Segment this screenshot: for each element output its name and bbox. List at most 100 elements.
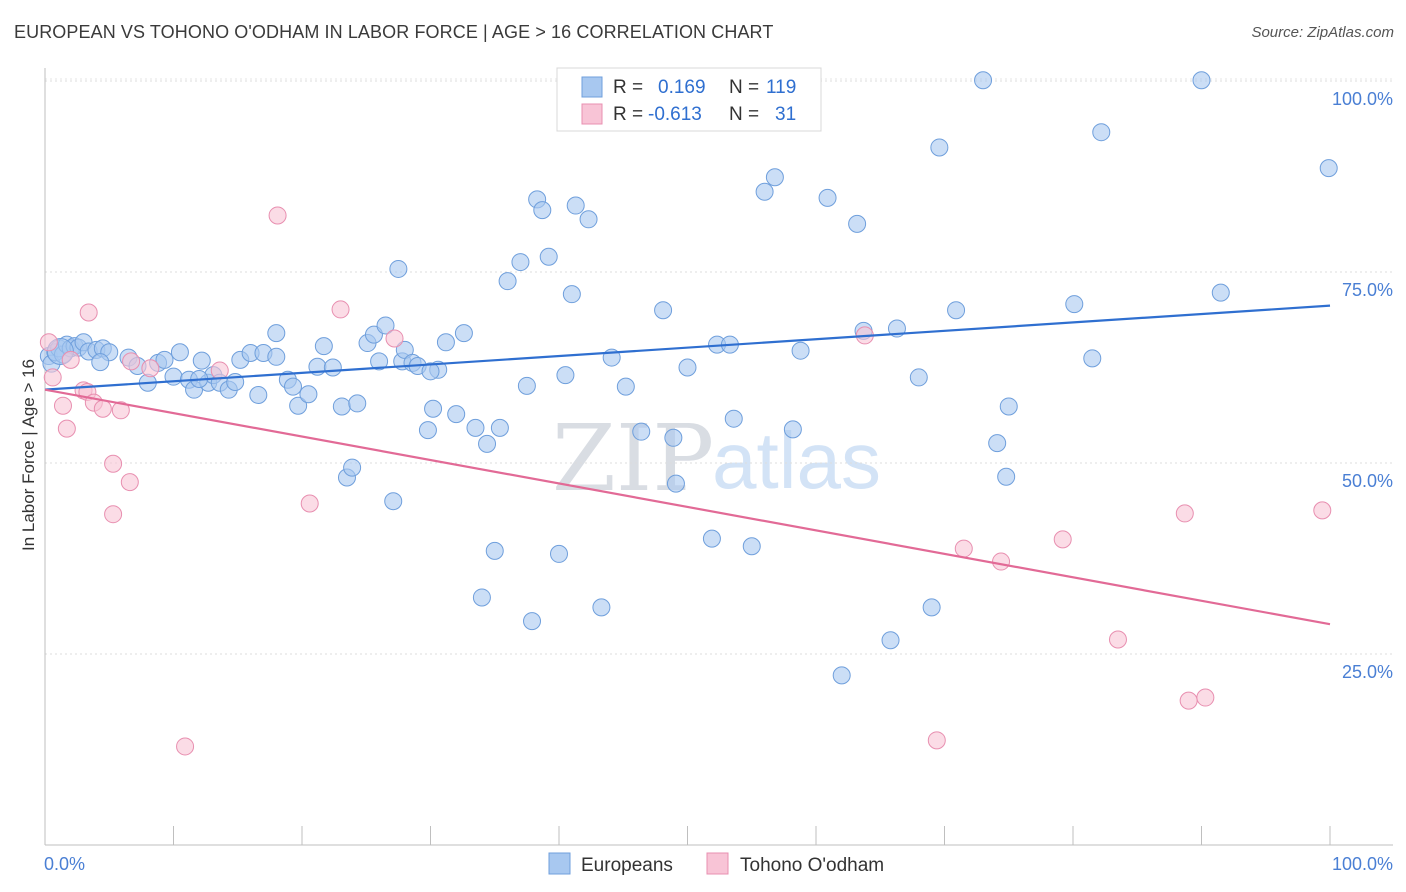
europeans-point-18 — [155, 350, 174, 369]
tohono-point-19 — [300, 494, 319, 513]
tohono-point-17 — [210, 361, 229, 380]
tohono-point-7 — [79, 303, 98, 322]
legend-swatch-europeans — [581, 76, 603, 98]
europeans-point-38 — [299, 385, 318, 404]
legend-n-label-1: N = — [729, 104, 759, 125]
europeans-point-48 — [370, 352, 389, 371]
chart-title: EUROPEAN VS TOHONO O'ODHAM IN LABOR FORC… — [14, 22, 774, 42]
europeans-point-102 — [930, 138, 949, 157]
europeans-point-76 — [566, 196, 585, 215]
europeans-point-85 — [678, 358, 697, 377]
tohono-point-10 — [104, 505, 123, 524]
bottom-legend-swatch-tohono — [706, 852, 729, 875]
watermark-zip: ZIP — [552, 405, 714, 512]
x-tick-label-max: 100.0% — [1332, 854, 1393, 874]
legend-n-value-0: 119 — [766, 77, 796, 98]
legend-r-label-1: R = — [613, 104, 643, 125]
stats-legend: R = 0.169 N = 119 R = -0.613 N = 31 — [556, 67, 822, 132]
legend-r-label-0: R = — [613, 77, 643, 98]
europeans-point-62 — [466, 418, 485, 437]
europeans-point-103 — [947, 301, 966, 320]
europeans-point-72 — [533, 201, 552, 220]
europeans-point-74 — [550, 544, 568, 563]
y-tick-label-3: 100.0% — [1332, 89, 1393, 109]
trend-line-1 — [44, 388, 1331, 626]
europeans-point-83 — [664, 428, 683, 447]
europeans-point-107 — [999, 397, 1018, 416]
y-axis-label: In Labor Force | Age > 16 — [19, 359, 38, 551]
europeans-point-75 — [562, 285, 581, 304]
bottom-legend-tohono: Tohono O'odham — [740, 855, 884, 876]
y-tick-label-0: 25.0% — [1342, 662, 1393, 682]
europeans-point-60 — [447, 405, 466, 424]
tohono-point-23 — [954, 539, 973, 558]
europeans-point-50 — [384, 492, 403, 511]
europeans-point-45 — [348, 394, 367, 413]
europeans-point-99 — [881, 631, 900, 650]
europeans-point-104 — [974, 71, 993, 90]
bottom-legend-europeans: Europeans — [581, 855, 673, 876]
europeans-point-90 — [742, 537, 761, 556]
tohono-point-3 — [57, 419, 76, 438]
legend-n-label-0: N = — [729, 77, 759, 98]
europeans-point-106 — [997, 467, 1016, 486]
europeans-point-93 — [783, 420, 802, 439]
europeans-point-114 — [421, 362, 440, 381]
bottom-legend-swatch-europeans — [548, 852, 571, 875]
legend-swatch-tohono — [581, 103, 603, 125]
europeans-point-101 — [922, 598, 941, 617]
tohono-point-25 — [992, 552, 1011, 571]
tohono-point-0 — [39, 333, 58, 352]
europeans-point-91 — [755, 182, 774, 201]
grid-lines — [45, 78, 1393, 655]
x-tick-label-min: 0.0% — [44, 854, 85, 874]
europeans-point-96 — [832, 666, 851, 685]
europeans-point-23 — [192, 351, 211, 370]
europeans-point-66 — [490, 418, 509, 437]
legend-n-value-1: 31 — [775, 104, 796, 125]
europeans-point-51 — [389, 259, 408, 278]
europeans-point-40 — [314, 337, 333, 356]
tohono-point-28 — [1175, 504, 1194, 523]
europeans-point-69 — [517, 376, 536, 395]
tohono-point-16 — [176, 737, 195, 756]
tohono-point-21 — [385, 329, 404, 348]
europeans-point-112 — [1211, 283, 1230, 302]
europeans-point-84 — [666, 474, 685, 493]
europeans-point-73 — [539, 247, 558, 266]
europeans-point-78 — [592, 598, 611, 617]
europeans-point-97 — [848, 214, 867, 233]
tohono-point-27 — [1108, 630, 1127, 649]
chart-source: Source: ZipAtlas.com — [1251, 24, 1394, 41]
tohono-point-2 — [53, 396, 72, 415]
y-tick-label-2: 75.0% — [1342, 280, 1393, 300]
tohono-point-15 — [141, 359, 160, 378]
europeans-point-116 — [556, 366, 575, 385]
europeans-point-41 — [323, 358, 342, 377]
tohono-point-20 — [331, 300, 350, 319]
legend-r-value-0: 0.169 — [658, 77, 706, 98]
europeans-point-37 — [289, 396, 308, 415]
y-tick-label-1: 50.0% — [1342, 471, 1393, 491]
tohono-point-31 — [1313, 501, 1332, 520]
europeans-point-118 — [91, 353, 110, 372]
europeans-point-68 — [511, 253, 530, 272]
europeans-point-89 — [724, 409, 743, 428]
europeans-point-64 — [478, 434, 497, 453]
series-europeans — [39, 71, 1338, 685]
europeans-point-77 — [579, 210, 598, 229]
europeans-point-113 — [1319, 159, 1338, 178]
europeans-point-94 — [791, 341, 810, 360]
bottom-legend: Europeans Tohono O'odham — [548, 852, 884, 876]
europeans-point-56 — [418, 421, 437, 440]
europeans-point-110 — [1092, 123, 1111, 142]
trend-line-0 — [44, 304, 1331, 391]
europeans-point-31 — [249, 386, 268, 405]
europeans-point-61 — [454, 324, 473, 343]
europeans-point-111 — [1192, 71, 1211, 90]
tohono-point-11 — [104, 454, 123, 473]
y-tick-labels: 25.0% 50.0% 75.0% 100.0% — [1332, 89, 1393, 682]
europeans-point-117 — [909, 368, 928, 387]
series-tohono — [39, 206, 1332, 756]
